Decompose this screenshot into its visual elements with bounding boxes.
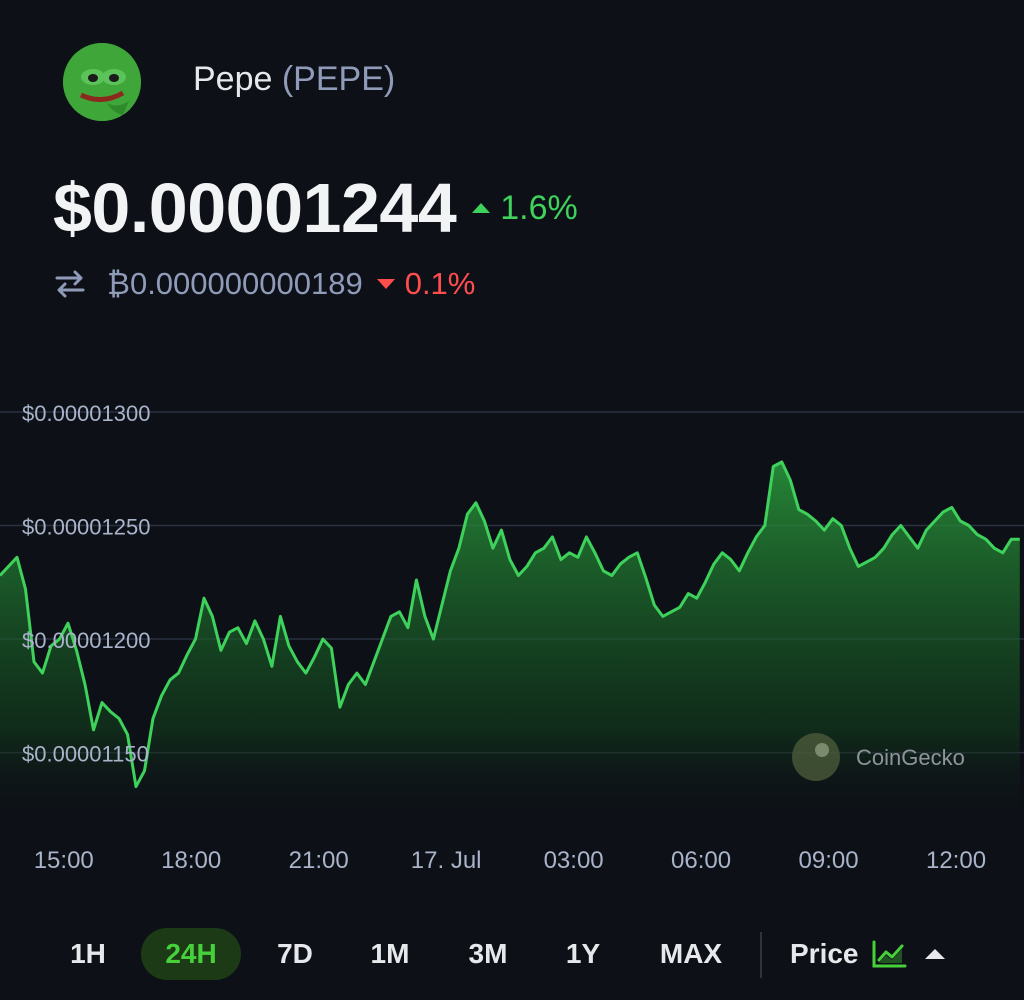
coin-header: Pepe (PEPE) bbox=[63, 42, 395, 122]
x-tick-label: 12:00 bbox=[926, 847, 986, 874]
tab-1y[interactable]: 1Y bbox=[565, 938, 601, 969]
tab-24h[interactable]: 24H bbox=[141, 928, 241, 980]
price-change-value: 1.6% bbox=[500, 188, 578, 227]
tab-1h[interactable]: 1H bbox=[70, 938, 106, 969]
timeframe-bar: 1H 24H 7D 1M 3M 1Y MAX Price bbox=[0, 928, 1024, 984]
x-tick-label: 09:00 bbox=[799, 847, 859, 874]
price-change-badge: 1.6% bbox=[472, 189, 578, 228]
x-tick-label: 17. Jul bbox=[411, 847, 482, 874]
price-chart[interactable]: $0.00001300 $0.00001250 $0.00001200 $0.0000… bbox=[0, 380, 1024, 890]
current-price: $0.00001244 bbox=[53, 169, 457, 247]
coingecko-logo-icon bbox=[792, 733, 840, 781]
x-tick-label: 15:00 bbox=[34, 847, 94, 874]
btc-change-value: 0.1% bbox=[404, 266, 476, 301]
x-tick-label: 03:00 bbox=[544, 847, 604, 874]
y-tick-label: $0.00001150 bbox=[22, 742, 149, 767]
btc-price-row: ₿0.000000000189 0.1% bbox=[53, 266, 475, 302]
coin-symbol: (PEPE) bbox=[281, 60, 396, 98]
coin-title: Pepe (PEPE) bbox=[193, 60, 395, 99]
line-chart-icon bbox=[872, 940, 906, 968]
y-tick-label: $0.00001300 bbox=[22, 401, 150, 426]
btc-change-badge: 0.1% bbox=[376, 266, 476, 302]
up-arrow-icon bbox=[472, 203, 491, 213]
price-mode-toggle[interactable]: Price bbox=[790, 928, 945, 980]
x-tick-label: 06:00 bbox=[671, 847, 731, 874]
y-tick-label: $0.00001200 bbox=[22, 628, 150, 653]
tab-7d[interactable]: 7D bbox=[277, 938, 313, 969]
x-tick-label: 18:00 bbox=[161, 847, 221, 874]
coingecko-watermark: CoinGecko bbox=[856, 745, 965, 770]
swap-arrows-icon[interactable] bbox=[53, 267, 87, 301]
tab-3m[interactable]: 3M bbox=[468, 938, 508, 969]
y-tick-label: $0.00001250 bbox=[22, 515, 150, 540]
price-area bbox=[0, 462, 1020, 820]
price-line bbox=[0, 460, 1020, 789]
caret-up-icon bbox=[924, 949, 945, 959]
tab-max[interactable]: MAX bbox=[659, 938, 723, 969]
tab-1m[interactable]: 1M bbox=[370, 938, 410, 969]
price-mode-label: Price bbox=[790, 938, 859, 969]
coin-name: Pepe bbox=[193, 60, 273, 98]
x-tick-label: 21:00 bbox=[289, 847, 349, 874]
btc-price: ₿0.000000000189 bbox=[107, 266, 363, 301]
coingecko-eye-icon bbox=[815, 743, 829, 757]
down-arrow-icon bbox=[376, 279, 395, 289]
pepe-frog-logo-icon bbox=[63, 43, 141, 121]
divider bbox=[760, 932, 762, 978]
price-row: $0.00001244 1.6% bbox=[53, 168, 578, 248]
